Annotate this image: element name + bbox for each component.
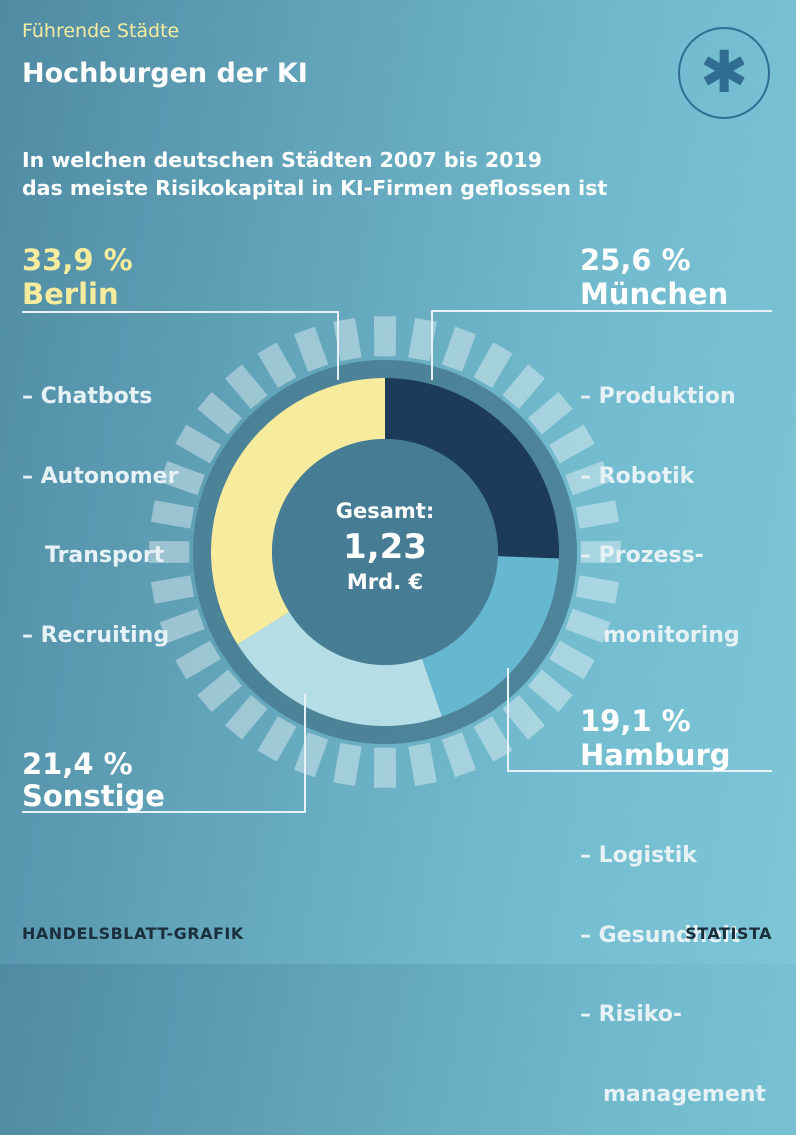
asterisk-icon: ✱ [699,38,749,106]
list-item: – Autonomer [22,463,179,489]
hamburg-percent: 19,1 % [580,704,691,738]
ring-block [150,500,195,529]
center-disc [272,439,498,665]
ring-block [580,540,621,564]
ring-block [441,326,476,372]
ring-block [257,716,297,762]
list-item: management [580,1081,766,1107]
list-item: Transport [22,543,165,568]
list-item: – Risiko- [580,1002,683,1027]
leader-lines [22,310,772,813]
list-item: – Chatbots [22,384,153,409]
ring-block [575,500,620,529]
ring-block [149,540,190,564]
ring-block [502,364,545,410]
ring-block [575,575,620,604]
ring-block [257,342,297,388]
source-statista: STATISTA [685,924,772,943]
ring-block [373,747,397,788]
slice-sonstige [237,611,442,726]
sonstige-percent: 21,4 % [22,747,133,781]
ring-block [527,392,573,435]
muenchen-name: München [580,277,729,311]
ring-block [549,424,595,464]
ring-block [225,364,268,410]
page-title: Hochburgen der KI [22,58,308,89]
ring-block [473,342,513,388]
sonstige-name: Sonstige [22,779,165,813]
muenchen-percent: 25,6 % [580,243,691,277]
slice-hamburg [421,556,559,717]
ring-block [473,716,513,762]
ring-block [333,742,362,787]
ring-block [150,575,195,604]
leader-muenchen [431,310,772,380]
ring-block [197,669,243,712]
list-item: – Prozess- [580,543,704,568]
ring-block [408,317,437,362]
hamburg-list: – Logistik – Gesundheit – Risiko- manage… [580,790,766,1135]
list-item: monitoring [580,622,740,648]
subtitle: In welchen deutschen Städten 2007 bis 20… [22,146,607,202]
berlin-percent: 33,9 % [22,243,133,277]
ring-block [225,694,268,740]
ring-block [527,669,573,712]
ring-block [408,742,437,787]
ring-block [175,640,221,680]
ring-block [197,392,243,435]
list-item: – Logistik [580,843,697,868]
muenchen-list: – Produktion – Robotik – Prozess- monito… [580,331,740,676]
total-label: Gesamt: [335,499,435,523]
donut-chart [22,310,772,813]
ring-block [175,424,221,464]
berlin-list: – Chatbots – Autonomer Transport – Recru… [22,331,178,676]
list-item: – Produktion [580,384,736,409]
kicker: Führende Städte [22,20,180,42]
leader-sonstige [22,694,306,813]
ring-block [549,640,595,680]
berlin-name: Berlin [22,277,119,311]
ring-block [373,316,397,357]
slice-münchen [385,378,559,559]
leader-berlin [22,311,339,380]
ring-block [294,732,329,778]
ring-block [441,732,476,778]
hamburg-name: Hamburg [580,738,731,772]
ring-block [159,608,205,643]
ring-block [294,326,329,372]
logo: ✱ [678,27,770,119]
source-handelsblatt: HANDELSBLATT-GRAFIK [22,924,244,943]
ring-block [502,694,545,740]
total-unit: Mrd. € [346,570,424,594]
list-item: – Recruiting [22,622,170,648]
ring-block [565,461,611,496]
leader-hamburg [507,668,772,772]
ring-block [565,608,611,643]
subtitle-line-2: das meiste Risikokapital in KI-Firmen ge… [22,176,608,200]
decorative-ring [149,316,621,788]
slices-group [211,378,559,726]
slice-berlin [211,378,385,645]
list-item: – Gesundheit [580,922,741,948]
total-value: 1,23 [343,527,427,567]
ring-block [159,461,205,496]
ring-block [333,317,362,362]
list-item: – Robotik [580,463,695,489]
subtitle-line-1: In welchen deutschen Städten 2007 bis 20… [22,148,542,172]
